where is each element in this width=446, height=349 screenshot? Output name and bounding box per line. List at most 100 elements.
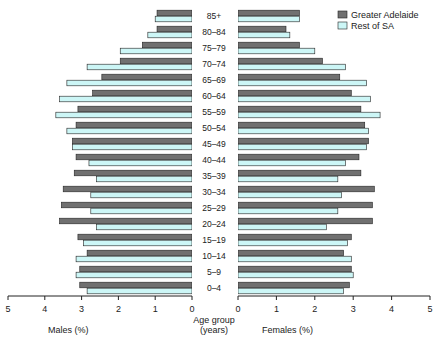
category-label: 55–59 xyxy=(202,107,226,117)
bar xyxy=(76,256,192,262)
bar xyxy=(60,218,192,224)
legend: Greater AdelaideRest of SA xyxy=(338,10,419,31)
bar xyxy=(67,128,192,134)
tick-label: 3 xyxy=(351,304,356,314)
bar xyxy=(238,144,367,150)
bar xyxy=(72,138,192,144)
x-axis xyxy=(238,296,430,297)
tick-label: 0 xyxy=(189,304,194,314)
category-label: 75–79 xyxy=(202,43,226,53)
tick xyxy=(8,296,9,300)
bar xyxy=(87,250,192,256)
bar xyxy=(87,288,192,294)
bar xyxy=(238,250,344,256)
bar xyxy=(238,32,290,38)
bar xyxy=(238,218,372,224)
tick-label: 4 xyxy=(42,304,47,314)
tick xyxy=(81,296,82,300)
bar xyxy=(238,202,372,208)
bar xyxy=(238,64,346,70)
bar xyxy=(238,80,367,86)
tick xyxy=(430,296,431,300)
category-label: 20–24 xyxy=(202,219,226,229)
bar xyxy=(238,282,349,288)
tick xyxy=(353,296,354,300)
bar xyxy=(142,42,192,48)
axis-label-line: Age group xyxy=(193,315,235,325)
bar xyxy=(238,96,370,102)
bar xyxy=(96,224,192,230)
axis-label: Males (%) xyxy=(48,325,89,335)
category-label: 45–49 xyxy=(202,139,226,149)
bar xyxy=(238,16,299,22)
tick xyxy=(391,296,392,300)
tick-label: 5 xyxy=(427,304,432,314)
bar xyxy=(155,16,192,22)
bar xyxy=(238,186,374,192)
tick-label: 4 xyxy=(389,304,394,314)
bar xyxy=(67,80,192,86)
category-label: 40–44 xyxy=(202,155,226,165)
bar xyxy=(238,266,351,272)
bar xyxy=(238,42,299,48)
tick-label: 2 xyxy=(116,304,121,314)
category-label: 35–39 xyxy=(202,171,226,181)
category-label: 25–29 xyxy=(202,203,226,213)
bar xyxy=(238,48,315,54)
tick xyxy=(314,296,315,300)
bar xyxy=(238,128,369,134)
x-axis xyxy=(8,296,192,297)
tick xyxy=(118,296,119,300)
chart: 543210Males (%)0–45–910–1415–1920–2425–2… xyxy=(0,0,446,349)
bar xyxy=(78,106,192,112)
category-label: 50–54 xyxy=(202,123,226,133)
category-label: 85+ xyxy=(207,11,221,21)
bar xyxy=(120,58,192,64)
bar xyxy=(89,160,192,166)
tick-label: 1 xyxy=(274,304,279,314)
legend-label: Rest of SA xyxy=(351,21,394,31)
tick-label: 3 xyxy=(79,304,84,314)
bar xyxy=(238,122,365,128)
legend-swatch xyxy=(338,11,347,18)
bar xyxy=(238,106,361,112)
tick xyxy=(155,296,156,300)
bar xyxy=(157,10,192,16)
bar xyxy=(72,144,192,150)
bar xyxy=(96,176,192,182)
bar xyxy=(238,240,347,246)
tick-label: 2 xyxy=(312,304,317,314)
bar xyxy=(87,64,192,70)
tick xyxy=(44,296,45,300)
tick-label: 5 xyxy=(5,304,10,314)
bar xyxy=(93,90,192,96)
bar xyxy=(238,272,353,278)
bar xyxy=(60,96,192,102)
bar xyxy=(80,266,192,272)
bar xyxy=(91,208,192,214)
category-label: 10–14 xyxy=(202,251,226,261)
bar xyxy=(76,272,192,278)
category-label: 30–34 xyxy=(202,187,226,197)
bar xyxy=(238,288,344,294)
category-label: 65–69 xyxy=(202,75,226,85)
bar xyxy=(238,112,380,118)
tick-label: 0 xyxy=(235,304,240,314)
bar xyxy=(238,10,299,16)
bar xyxy=(157,26,192,32)
bar xyxy=(76,122,192,128)
bar xyxy=(238,234,351,240)
axis-label: Females (%) xyxy=(262,325,313,335)
tick xyxy=(276,296,277,300)
bars xyxy=(56,10,192,294)
bar xyxy=(238,224,326,230)
bar xyxy=(238,154,359,160)
tick xyxy=(238,296,239,300)
axis-label-line: (years) xyxy=(200,325,228,335)
bar xyxy=(78,234,192,240)
bar xyxy=(238,58,322,64)
bar xyxy=(83,240,192,246)
bar xyxy=(238,192,342,198)
category-label: 70–74 xyxy=(202,59,226,69)
tick-label: 1 xyxy=(153,304,158,314)
